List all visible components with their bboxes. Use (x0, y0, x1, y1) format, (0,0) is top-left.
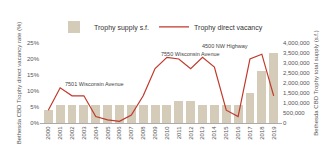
svg-text:Trophy direct vacancy: Trophy direct vacancy (194, 24, 263, 32)
svg-text:3,500,000: 3,500,000 (283, 50, 310, 56)
svg-text:2009: 2009 (152, 126, 158, 140)
svg-text:3,000,000: 3,000,000 (283, 60, 310, 66)
svg-text:7550 Wisconsin Avenue: 7550 Wisconsin Avenue (161, 51, 220, 57)
svg-text:2014: 2014 (211, 126, 217, 140)
svg-text:2011: 2011 (176, 126, 182, 140)
svg-text:2010: 2010 (164, 126, 170, 140)
svg-text:2019: 2019 (271, 126, 277, 140)
svg-text:2018: 2018 (259, 126, 265, 140)
svg-text:2001: 2001 (57, 126, 63, 140)
svg-text:2007: 2007 (128, 126, 134, 140)
svg-text:15%: 15% (27, 72, 40, 78)
svg-text:1,000,000: 1,000,000 (283, 100, 310, 106)
svg-text:2008: 2008 (140, 126, 146, 140)
svg-text:2017: 2017 (247, 126, 253, 140)
svg-text:2005: 2005 (105, 126, 111, 140)
svg-text:2016: 2016 (235, 126, 241, 140)
svg-text:2000: 2000 (45, 126, 51, 140)
svg-text:2002: 2002 (69, 126, 75, 140)
svg-text:2015: 2015 (223, 126, 229, 140)
svg-text:4,000,000: 4,000,000 (283, 40, 310, 46)
svg-text:Bethesda CBD Trophy direct vac: Bethesda CBD Trophy direct vacancy rate … (16, 22, 22, 145)
svg-text:25%: 25% (27, 40, 40, 46)
svg-text:2006: 2006 (116, 126, 122, 140)
svg-text:2,000,000: 2,000,000 (283, 80, 310, 86)
svg-text:20%: 20% (27, 56, 40, 62)
svg-text:0%: 0% (30, 120, 39, 126)
svg-text:5%: 5% (30, 104, 39, 110)
svg-text:1,500,000: 1,500,000 (283, 90, 310, 96)
svg-text:7501 Wisconsin Avenue: 7501 Wisconsin Avenue (65, 81, 124, 87)
svg-text:2,500,000: 2,500,000 (283, 70, 310, 76)
svg-text:0: 0 (283, 120, 287, 126)
svg-text:2012: 2012 (188, 126, 194, 140)
svg-text:2003: 2003 (81, 126, 87, 140)
svg-text:2013: 2013 (199, 126, 205, 140)
svg-text:2004: 2004 (93, 126, 99, 140)
svg-text:Bethesda CBD Trophy total supp: Bethesda CBD Trophy total supply (s.f.) (313, 30, 319, 135)
svg-text:4500 NW Highway: 4500 NW Highway (202, 43, 248, 49)
svg-text:10%: 10% (27, 88, 40, 94)
svg-text:Trophy supply s.f.: Trophy supply s.f. (94, 24, 149, 32)
svg-text:500,000: 500,000 (283, 110, 305, 116)
